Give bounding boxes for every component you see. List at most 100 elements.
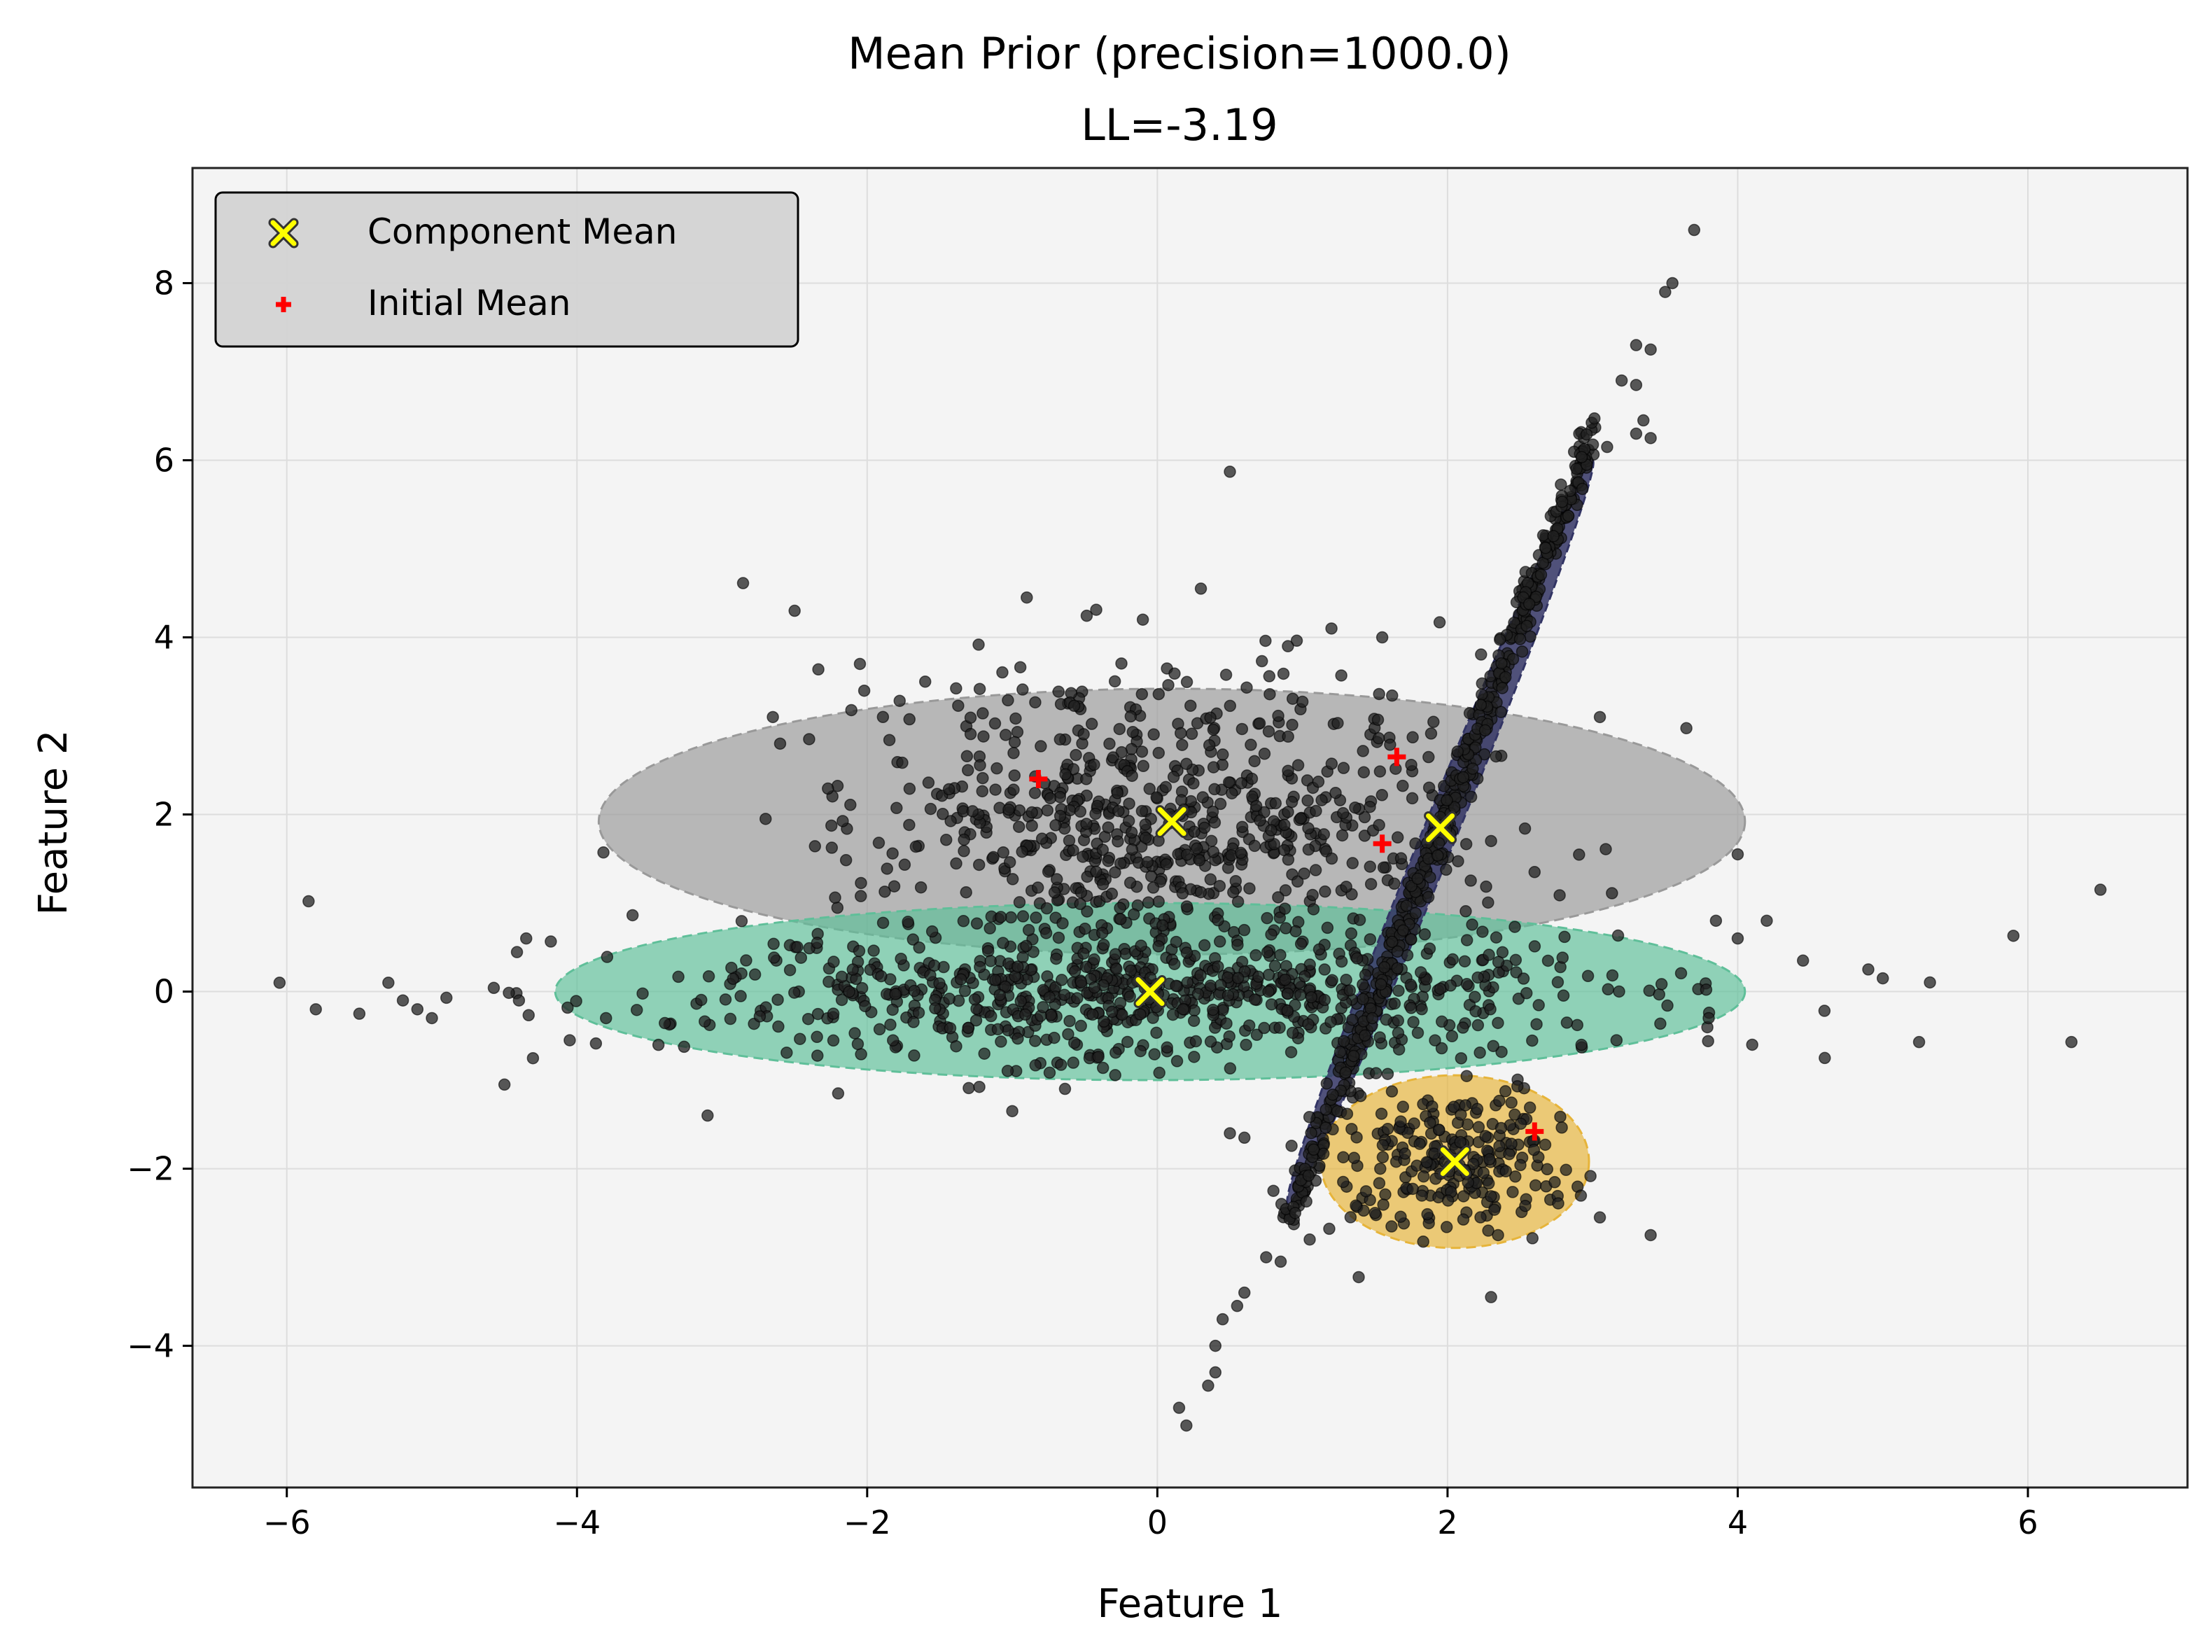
- data-point: [1291, 875, 1304, 888]
- data-point: [1229, 874, 1242, 888]
- data-point: [836, 815, 849, 827]
- data-point: [927, 959, 941, 972]
- data-point: [1147, 1011, 1159, 1024]
- data-point: [835, 993, 848, 1007]
- data-point: [561, 1001, 574, 1014]
- data-point: [1254, 814, 1266, 827]
- data-point: [396, 994, 410, 1007]
- data-point: [1373, 818, 1385, 832]
- data-point: [1282, 640, 1294, 652]
- data-point: [1281, 987, 1294, 1000]
- data-point: [1508, 1108, 1521, 1121]
- data-point: [872, 836, 886, 849]
- data-point: [918, 676, 932, 688]
- data-point: [1022, 923, 1035, 937]
- data-point: [1160, 858, 1172, 871]
- data-point: [908, 1049, 920, 1062]
- data-point: [922, 776, 935, 789]
- data-point: [1079, 960, 1093, 973]
- axis-ticks: −6 −4 −2 0 2 4 6 −4 −2 0 2 4 6 8: [127, 264, 2038, 1541]
- data-point: [1021, 591, 1033, 604]
- data-point: [1121, 1035, 1134, 1049]
- y-tick-label: −2: [127, 1150, 174, 1188]
- data-point: [1336, 829, 1349, 842]
- data-point: [1408, 1117, 1420, 1130]
- data-point: [1505, 1138, 1518, 1150]
- data-point: [1364, 860, 1376, 873]
- data-point: [1411, 1026, 1424, 1040]
- data-point: [1325, 622, 1338, 635]
- data-point: [1385, 1085, 1399, 1098]
- data-point: [981, 944, 995, 958]
- data-point: [1374, 1162, 1387, 1175]
- data-point: [811, 1030, 823, 1044]
- data-point: [1528, 866, 1541, 878]
- data-point: [1280, 922, 1292, 934]
- data-point: [1081, 905, 1093, 918]
- data-point: [1054, 1058, 1068, 1071]
- data-point: [1285, 795, 1298, 808]
- data-point: [924, 802, 937, 816]
- data-point: [1503, 1147, 1516, 1161]
- data-point: [1166, 1008, 1180, 1021]
- data-point: [1396, 924, 1410, 937]
- data-point: [1377, 861, 1390, 874]
- data-point: [853, 944, 866, 958]
- data-point: [1819, 1051, 1831, 1065]
- data-point: [1126, 843, 1139, 856]
- data-point: [883, 734, 896, 746]
- data-point: [564, 1034, 576, 1046]
- data-point: [1048, 886, 1061, 899]
- data-point: [1068, 965, 1082, 978]
- data-point: [1518, 822, 1532, 835]
- data-point: [1407, 1016, 1420, 1028]
- data-point: [1231, 972, 1245, 984]
- data-point: [1413, 1138, 1426, 1150]
- data-point: [1305, 990, 1318, 1004]
- data-point: [1294, 812, 1307, 825]
- data-point: [1399, 1147, 1411, 1160]
- data-point: [1003, 855, 1016, 869]
- data-point: [1055, 974, 1068, 986]
- data-point: [1282, 730, 1294, 743]
- data-point: [498, 1078, 511, 1091]
- data-point: [1152, 687, 1166, 701]
- data-point: [1258, 748, 1271, 760]
- data-point: [845, 704, 858, 717]
- data-point: [1466, 762, 1479, 775]
- y-tick-label: 0: [154, 973, 174, 1011]
- data-point: [1469, 1004, 1482, 1018]
- data-point: [1358, 811, 1371, 824]
- data-point: [1290, 634, 1303, 648]
- data-point: [1644, 343, 1657, 356]
- data-point: [1337, 1151, 1350, 1163]
- data-point: [822, 975, 835, 988]
- data-point: [1429, 1034, 1441, 1046]
- data-point: [1359, 1185, 1373, 1198]
- data-point: [1181, 976, 1194, 989]
- data-point: [1588, 412, 1601, 425]
- data-point: [1460, 905, 1472, 918]
- data-point: [1471, 1102, 1484, 1116]
- data-point: [1448, 1100, 1460, 1113]
- data-point: [1511, 1080, 1524, 1093]
- data-point: [1613, 985, 1625, 998]
- data-point: [1209, 1366, 1222, 1379]
- data-point: [1480, 880, 1492, 893]
- data-point: [701, 1109, 714, 1122]
- data-point: [1139, 818, 1152, 831]
- data-point: [1080, 818, 1093, 830]
- data-point: [1376, 1151, 1390, 1163]
- data-point: [1170, 935, 1183, 948]
- data-point: [1339, 1066, 1352, 1079]
- data-point: [1180, 946, 1194, 959]
- data-point: [895, 952, 907, 965]
- cross-stroke: [270, 220, 297, 246]
- data-point: [1379, 1188, 1392, 1201]
- data-point: [1176, 887, 1189, 899]
- data-point: [1187, 1014, 1200, 1028]
- data-point: [1499, 1085, 1512, 1098]
- data-point: [753, 1010, 766, 1023]
- data-point: [1405, 933, 1418, 946]
- data-point: [1253, 717, 1266, 730]
